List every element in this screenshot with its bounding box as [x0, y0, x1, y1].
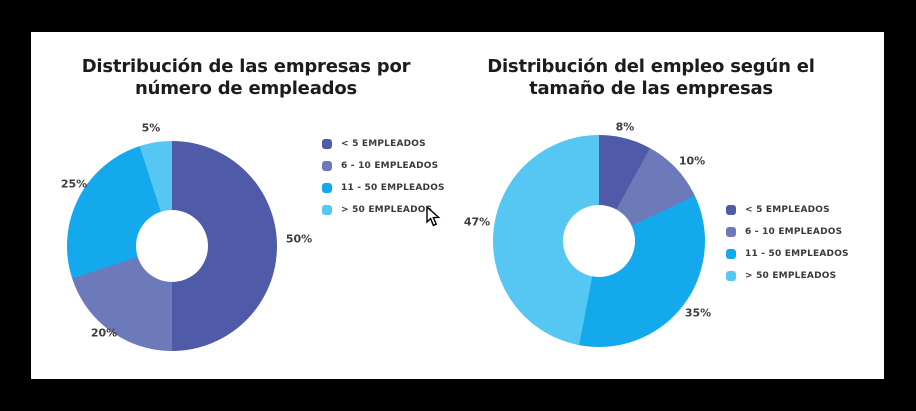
- legend-swatch-icon: [322, 183, 332, 193]
- value-label: 35%: [684, 306, 712, 320]
- legend-swatch-icon: [726, 227, 736, 237]
- legend-item-label: > 50 EMPLEADOS: [341, 205, 433, 215]
- donut-chart-empleo[interactable]: [493, 135, 705, 347]
- legend-item-label: < 5 EMPLEADOS: [341, 139, 426, 149]
- value-label: 25%: [60, 177, 88, 191]
- legend-item-label: > 50 EMPLEADOS: [745, 271, 837, 281]
- value-label: 10%: [678, 154, 706, 168]
- value-label: 8%: [615, 120, 635, 134]
- mouse-cursor: [426, 206, 441, 227]
- legend-item[interactable]: 6 - 10 EMPLEADOS: [322, 155, 445, 177]
- legend-item[interactable]: 6 - 10 EMPLEADOS: [726, 221, 849, 243]
- donut-chart-empresas[interactable]: [67, 141, 277, 351]
- chart-title-empleo: Distribución del empleo según el tamaño …: [487, 56, 815, 99]
- value-label: 20%: [90, 326, 118, 340]
- legend-item-label: 6 - 10 EMPLEADOS: [745, 227, 843, 237]
- donut-hole: [563, 205, 635, 277]
- value-label: 50%: [285, 232, 313, 246]
- legend-swatch-icon: [726, 249, 736, 259]
- legend-item[interactable]: > 50 EMPLEADOS: [726, 265, 849, 287]
- legend-swatch-icon: [726, 271, 736, 281]
- value-label: 5%: [141, 121, 161, 135]
- legend-item[interactable]: 11 - 50 EMPLEADOS: [726, 243, 849, 265]
- legend-empresas: < 5 EMPLEADOS 6 - 10 EMPLEADOS 11 - 50 E…: [322, 133, 445, 221]
- charts-panel: Distribución de las empresas por número …: [31, 32, 884, 379]
- legend-swatch-icon: [322, 205, 332, 215]
- legend-item-label: 11 - 50 EMPLEADOS: [341, 183, 445, 193]
- legend-swatch-icon: [322, 139, 332, 149]
- chart-title-empresas: Distribución de las empresas por número …: [81, 56, 411, 99]
- legend-empleo: < 5 EMPLEADOS 6 - 10 EMPLEADOS 11 - 50 E…: [726, 199, 849, 287]
- value-label: 47%: [463, 215, 491, 229]
- legend-item[interactable]: > 50 EMPLEADOS: [322, 199, 445, 221]
- donut-hole: [136, 210, 208, 282]
- legend-item[interactable]: < 5 EMPLEADOS: [322, 133, 445, 155]
- legend-item-label: 6 - 10 EMPLEADOS: [341, 161, 439, 171]
- legend-swatch-icon: [322, 161, 332, 171]
- legend-item-label: < 5 EMPLEADOS: [745, 205, 830, 215]
- legend-swatch-icon: [726, 205, 736, 215]
- legend-item[interactable]: < 5 EMPLEADOS: [726, 199, 849, 221]
- legend-item-label: 11 - 50 EMPLEADOS: [745, 249, 849, 259]
- legend-item[interactable]: 11 - 50 EMPLEADOS: [322, 177, 445, 199]
